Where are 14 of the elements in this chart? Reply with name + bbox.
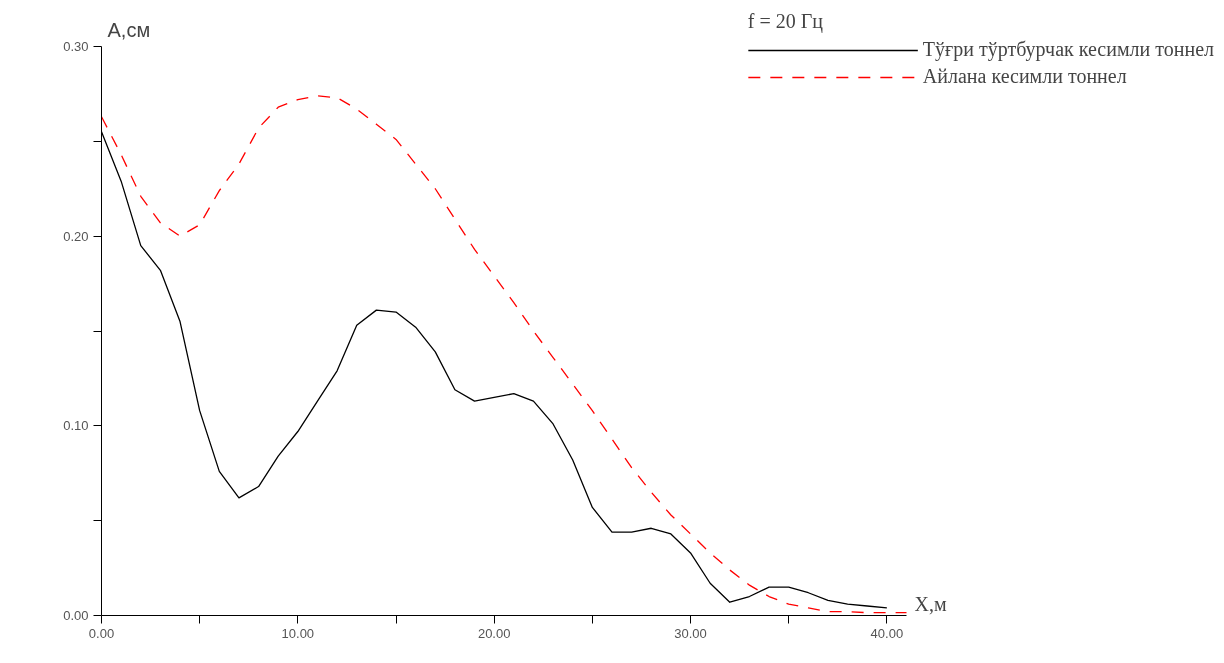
x-axis-title: X,м: [914, 592, 947, 615]
y-tick-label: 0.30: [63, 39, 89, 54]
x-tick-label: 10.00: [281, 625, 315, 641]
y-axis-title: A,см: [107, 18, 151, 41]
x-tick-label: 40.00: [870, 625, 904, 641]
text: Айлана кесимли тоннел: [922, 65, 1127, 88]
y-tick-label: 0.00: [63, 608, 89, 623]
y-tick-label: 0.10: [63, 418, 89, 434]
y-tick-label: 0.20: [63, 228, 89, 244]
x-tick-label: 0.00: [88, 625, 115, 641]
text: Тўғри тўртбурчак кесимли тоннел: [922, 38, 1214, 61]
x-tick-label: 20.00: [477, 625, 511, 641]
legend-title: f = 20 Гц: [747, 10, 825, 33]
x-tick-label: 30.00: [674, 625, 707, 641]
